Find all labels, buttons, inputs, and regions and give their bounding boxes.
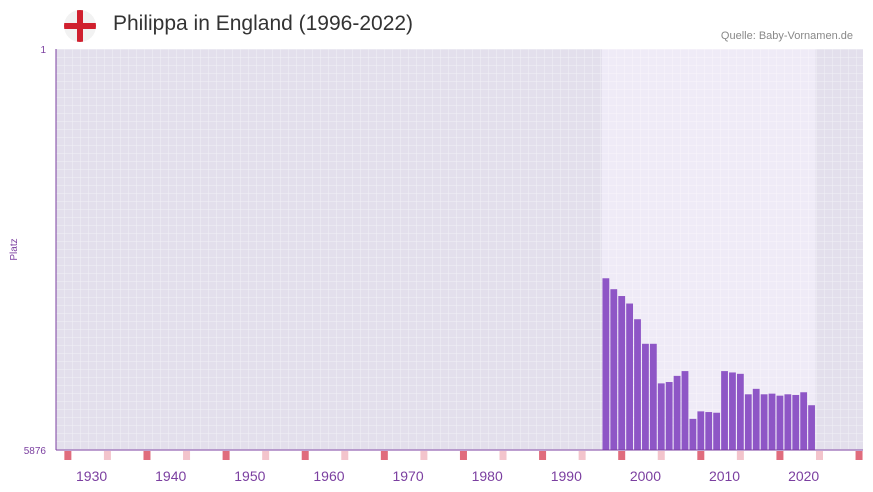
bar-2004 xyxy=(665,382,673,450)
bar-2021 xyxy=(800,392,808,450)
x-tick-1930: 1930 xyxy=(76,468,107,484)
half-decade-marker-2003 xyxy=(657,451,665,460)
bar-2012 xyxy=(729,372,736,450)
bar-2011 xyxy=(721,371,728,450)
half-decade-marker-1993 xyxy=(578,451,586,460)
bar-2002 xyxy=(649,343,657,450)
bar-2022 xyxy=(808,405,815,450)
bar-series xyxy=(602,278,815,450)
flag-cross-vertical xyxy=(77,10,83,42)
decade-marker-2028 xyxy=(855,451,863,460)
source-credit: Quelle: Baby-Vornamen.de xyxy=(720,30,853,42)
decade-marker-1968 xyxy=(380,451,388,460)
decade-marker-1988 xyxy=(539,451,547,460)
y-axis-label: Platz xyxy=(9,238,20,260)
bar-2017 xyxy=(768,393,776,450)
half-decade-marker-1983 xyxy=(499,451,507,460)
half-decade-marker-1933 xyxy=(103,451,111,460)
bar-2003 xyxy=(657,383,665,450)
decade-marker-1958 xyxy=(301,451,309,460)
bar-1996 xyxy=(602,278,610,450)
x-tick-labels: 1930 1940 1950 1960 1970 1980 1990 2000 2010 2020 xyxy=(76,468,819,484)
decade-marker-1938 xyxy=(143,451,151,460)
half-decade-marker-1973 xyxy=(420,451,428,460)
decade-marker-2018 xyxy=(776,451,784,460)
x-tick-1940: 1940 xyxy=(155,468,186,484)
half-decade-marker-1953 xyxy=(262,451,270,460)
decade-marker-1928 xyxy=(64,451,72,460)
half-decade-marker-2023 xyxy=(815,451,823,460)
x-tick-1980: 1980 xyxy=(472,468,503,484)
bar-2010 xyxy=(713,412,721,450)
x-tick-1990: 1990 xyxy=(551,468,582,484)
decade-markers xyxy=(64,451,863,460)
bar-2019 xyxy=(784,394,792,450)
half-decade-marker-1963 xyxy=(341,451,349,460)
england-flag-icon xyxy=(64,10,96,42)
bar-2001 xyxy=(642,343,649,450)
bar-2013 xyxy=(736,373,744,450)
y-tick-top: 1 xyxy=(40,45,46,56)
chart-title: Philippa in England (1996-2022) xyxy=(113,12,414,35)
bar-2000 xyxy=(634,319,641,450)
x-tick-2000: 2000 xyxy=(630,468,661,484)
bar-2014 xyxy=(744,394,752,450)
half-decade-marker-1943 xyxy=(183,451,191,460)
decade-marker-1998 xyxy=(618,451,626,460)
decade-marker-1978 xyxy=(459,451,467,460)
bar-1999 xyxy=(626,303,634,450)
decade-marker-1948 xyxy=(222,451,230,460)
bar-2005 xyxy=(673,375,681,450)
bar-2018 xyxy=(776,395,784,450)
x-tick-2020: 2020 xyxy=(788,468,819,484)
bar-1997 xyxy=(610,289,618,450)
plot-grid xyxy=(56,49,863,450)
bar-2007 xyxy=(689,418,697,450)
bar-2008 xyxy=(697,411,705,450)
bar-2016 xyxy=(760,394,768,450)
bar-2020 xyxy=(792,394,800,450)
x-tick-2010: 2010 xyxy=(709,468,740,484)
decade-marker-2008 xyxy=(697,451,705,460)
x-tick-1950: 1950 xyxy=(234,468,265,484)
bar-2015 xyxy=(752,388,760,450)
bar-1998 xyxy=(618,296,626,450)
y-tick-bottom: 5876 xyxy=(24,446,47,457)
bar-2009 xyxy=(705,412,713,450)
half-decade-marker-2013 xyxy=(736,451,744,460)
x-tick-1970: 1970 xyxy=(392,468,423,484)
x-tick-1960: 1960 xyxy=(313,468,344,484)
bar-2006 xyxy=(681,371,689,450)
